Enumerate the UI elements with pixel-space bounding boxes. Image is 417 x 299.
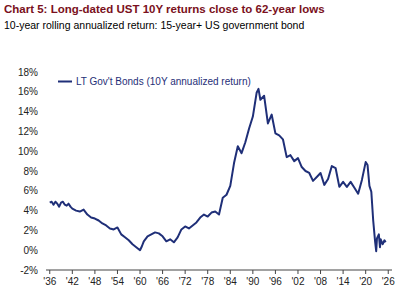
subtitle: 10-year rolling annualized return: 15-ye… [4,19,304,31]
x-tick [207,270,208,274]
y-tick [43,91,46,92]
legend-swatch [58,81,72,83]
x-tick [230,270,231,274]
x-tick-label: '72 [179,276,192,287]
x-tick [117,270,118,274]
y-tick-label: 18% [18,67,38,78]
x-tick-label: '66 [156,276,169,287]
x-axis-line [46,270,392,271]
y-tick [43,171,46,172]
x-tick-label: '42 [66,276,79,287]
x-tick [140,270,141,274]
y-tick [43,250,46,251]
x-tick-label: '26 [382,276,395,287]
x-tick [275,270,276,274]
y-tick [43,190,46,191]
x-tick-label: '84 [224,276,237,287]
legend-label: LT Gov't Bonds (10Y annualized return) [76,76,251,87]
line-series [50,89,386,251]
y-tick [43,210,46,211]
x-tick-label: '96 [269,276,282,287]
x-tick [365,270,366,274]
x-tick [320,270,321,274]
x-tick [297,270,298,274]
y-tick-label: 16% [18,86,38,97]
x-tick [185,270,186,274]
y-tick-label: 14% [18,106,38,117]
y-tick [43,111,46,112]
x-tick [343,270,344,274]
y-tick [43,230,46,231]
x-tick [162,270,163,274]
x-tick [72,270,73,274]
x-tick-label: '14 [337,276,350,287]
x-tick-label: '08 [314,276,327,287]
y-tick-label: 6% [24,185,39,196]
x-tick-label: '54 [111,276,124,287]
y-tick [43,131,46,132]
y-tick [43,72,46,73]
x-tick [388,270,389,274]
x-tick-label: '48 [88,276,101,287]
y-tick [43,151,46,152]
title: Chart 5: Long-dated UST 10Y returns clos… [4,3,325,15]
y-tick-label: 0% [24,245,39,256]
x-tick [49,270,50,274]
y-tick-label: 8% [24,166,39,177]
plot-area [50,89,386,251]
x-tick-label: '02 [291,276,304,287]
y-tick-label: 2% [24,225,39,236]
x-tick-label: '90 [246,276,259,287]
x-tick [94,270,95,274]
x-tick [252,270,253,274]
chart: Chart 5: Long-dated UST 10Y returns clos… [0,0,417,299]
y-tick [43,270,46,271]
x-tick-label: '60 [133,276,146,287]
y-tick-label: 10% [18,146,38,157]
x-tick-label: '20 [359,276,372,287]
x-tick-label: '36 [43,276,56,287]
y-tick-label: -2% [20,265,38,276]
y-tick-label: 4% [24,205,39,216]
x-tick-label: '78 [201,276,214,287]
y-tick-label: 12% [18,126,38,137]
